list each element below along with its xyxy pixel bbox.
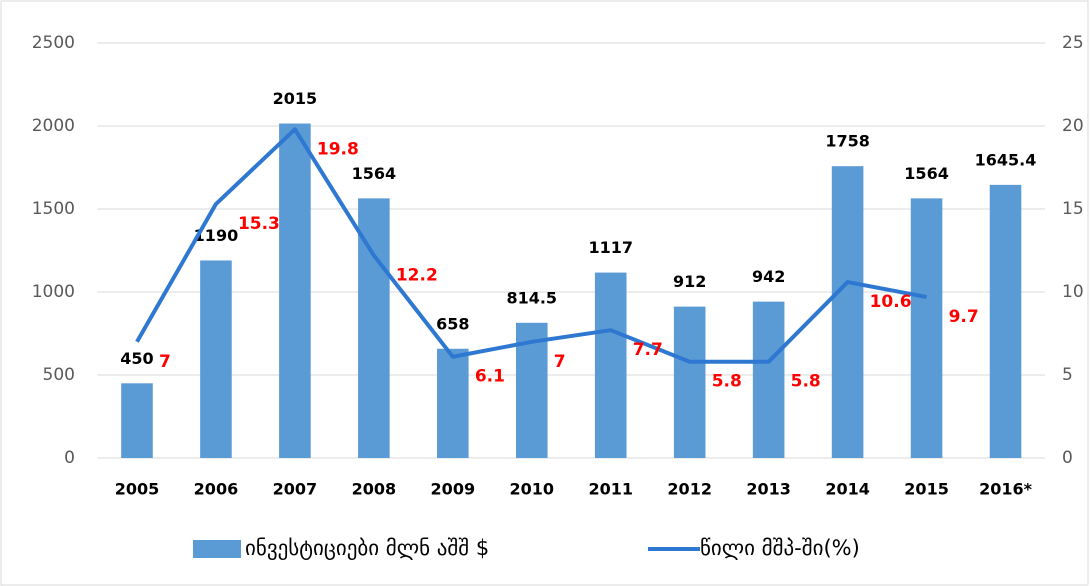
line-value-label: 10.6 bbox=[870, 292, 912, 312]
bar-value-label: 1117 bbox=[588, 238, 633, 257]
bar-value-label: 658 bbox=[436, 314, 469, 333]
y-tick-label: 500 bbox=[43, 365, 75, 385]
line-value-label: 15.3 bbox=[238, 214, 280, 234]
bar-value-label: 814.5 bbox=[506, 288, 557, 307]
line-value-label: 7 bbox=[159, 352, 171, 372]
y-tick-label: 2500 bbox=[32, 33, 75, 53]
y2-tick-label: 10 bbox=[1062, 282, 1084, 302]
bar-value-label: 1564 bbox=[904, 164, 949, 183]
line bbox=[135, 127, 927, 364]
x-tick-label cat: 2014 bbox=[825, 480, 870, 499]
bar bbox=[910, 198, 943, 458]
y-tick-label: 1000 bbox=[32, 282, 75, 302]
bar-value-label: 1758 bbox=[825, 132, 870, 151]
bar bbox=[989, 184, 1022, 459]
line-value-label: 7.7 bbox=[633, 340, 663, 360]
bar bbox=[279, 123, 311, 458]
x-tick-label cat: 2007 bbox=[273, 480, 318, 499]
legend-label: ინვესტიციები მლნ აშშ $ bbox=[245, 536, 489, 560]
x-tick-label cat: 2005 bbox=[115, 480, 160, 499]
bar bbox=[121, 383, 153, 458]
bar-value-label: 912 bbox=[673, 272, 706, 291]
bar bbox=[437, 348, 469, 458]
y-tick-label: 2000 bbox=[32, 116, 75, 136]
line-value-label: 19.8 bbox=[317, 139, 359, 159]
line-value-label: 7 bbox=[554, 352, 566, 372]
y2-tick-label: 25 bbox=[1062, 33, 1084, 53]
legend-swatch bbox=[193, 540, 241, 558]
y2-tick-label: 15 bbox=[1062, 199, 1084, 219]
bar-value-label: 1564 bbox=[352, 164, 397, 183]
bar-value-label: 2015 bbox=[273, 89, 318, 108]
x-tick-label cat: 2013 bbox=[746, 480, 791, 499]
bar bbox=[200, 260, 232, 458]
y-tick-label: 0 bbox=[64, 448, 75, 468]
line-value-label: 12.2 bbox=[396, 265, 438, 285]
y2-tick-label: 0 bbox=[1062, 448, 1073, 468]
x-tick-label cat: 2016* bbox=[979, 480, 1033, 499]
bar-value-label: 450 bbox=[120, 349, 153, 368]
x-tick-label cat: 2008 bbox=[352, 480, 397, 499]
x-tick-label cat: 2010 bbox=[510, 480, 555, 499]
bar-value-label: 1190 bbox=[194, 226, 239, 245]
bar-value-label: 1645.4 bbox=[975, 150, 1037, 169]
bar bbox=[752, 301, 785, 458]
y2-tick-label: 5 bbox=[1062, 365, 1073, 385]
line-value-label: 5.8 bbox=[712, 372, 742, 392]
bar bbox=[594, 272, 627, 458]
y2-tick-label: 20 bbox=[1062, 116, 1084, 136]
x-tick-label cat: 2012 bbox=[667, 480, 712, 499]
bar-value-label: 942 bbox=[752, 267, 785, 286]
legend-label: წილი მშპ-ში(%) bbox=[700, 536, 860, 560]
bar bbox=[831, 166, 864, 458]
x-tick-label cat: 2011 bbox=[588, 480, 633, 499]
y-tick-label: 1500 bbox=[32, 199, 75, 219]
x-tick-label cat: 2009 bbox=[431, 480, 476, 499]
x-tick-label cat: 2006 bbox=[194, 480, 239, 499]
bar bbox=[673, 306, 706, 458]
x-tick-label cat: 2015 bbox=[904, 480, 949, 499]
line-value-label: 9.7 bbox=[949, 307, 979, 327]
line-value-label: 6.1 bbox=[475, 367, 505, 387]
line-value-label: 5.8 bbox=[791, 372, 821, 392]
